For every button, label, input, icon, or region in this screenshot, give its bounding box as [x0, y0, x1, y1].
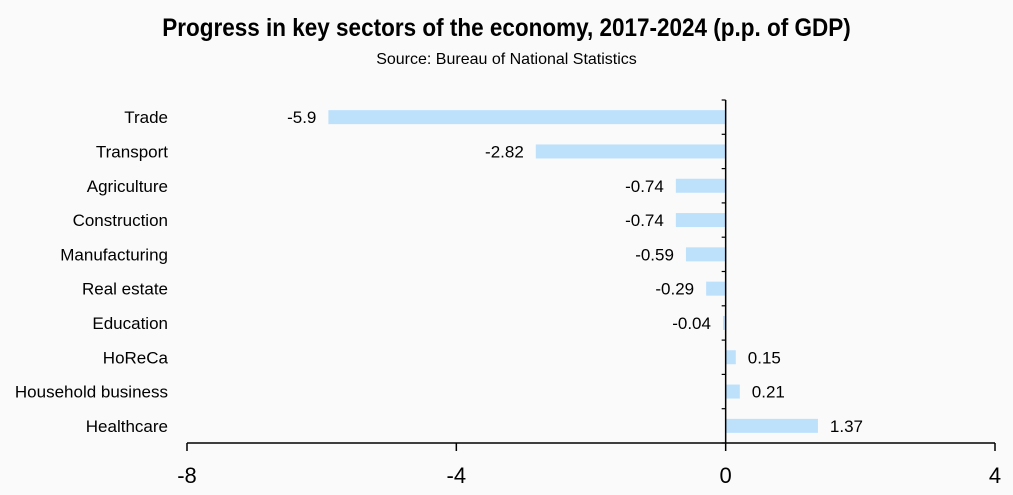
- category-label: Agriculture: [87, 177, 168, 196]
- bar: [535, 144, 726, 159]
- bar: [725, 418, 818, 433]
- category-label: Construction: [73, 211, 168, 230]
- bar: [675, 213, 726, 228]
- category-label: Household business: [15, 383, 168, 402]
- chart-title: Progress in key sectors of the economy, …: [162, 14, 851, 42]
- x-tick-label: -8: [177, 463, 197, 488]
- x-tick-label: 0: [720, 463, 732, 488]
- data-label: -0.74: [625, 211, 664, 230]
- category-label: Manufacturing: [60, 245, 168, 264]
- category-label: Education: [92, 314, 168, 333]
- category-label: Transport: [96, 142, 168, 161]
- data-label: 1.37: [830, 417, 863, 436]
- data-label: -2.82: [485, 142, 524, 161]
- bar: [675, 178, 726, 193]
- bar: [328, 110, 726, 125]
- bar: [725, 350, 736, 365]
- category-label: Healthcare: [86, 417, 168, 436]
- data-label: 0.21: [752, 383, 785, 402]
- data-label: -0.29: [655, 280, 694, 299]
- bar: [722, 315, 726, 330]
- category-label: Real estate: [82, 280, 168, 299]
- bar: [685, 247, 726, 262]
- labels-layer: Trade -5.9 Transport -2.82 Agriculture -0.74 C…: [15, 108, 1001, 488]
- bars-layer: [328, 110, 818, 433]
- data-label: -0.59: [635, 245, 674, 264]
- data-label: -0.74: [625, 177, 664, 196]
- x-tick-label: 4: [989, 463, 1001, 488]
- bar: [725, 384, 740, 399]
- chart-subtitle: Source: Bureau of National Statistics: [376, 51, 637, 68]
- category-label: HoReCa: [103, 348, 169, 367]
- data-label: -5.9: [287, 108, 316, 127]
- axes-layer: [186, 99, 996, 451]
- data-label: 0.15: [748, 348, 781, 367]
- x-tick-label: -4: [447, 463, 467, 488]
- data-label: -0.04: [672, 314, 711, 333]
- category-label: Trade: [124, 108, 168, 127]
- bar: [706, 281, 726, 296]
